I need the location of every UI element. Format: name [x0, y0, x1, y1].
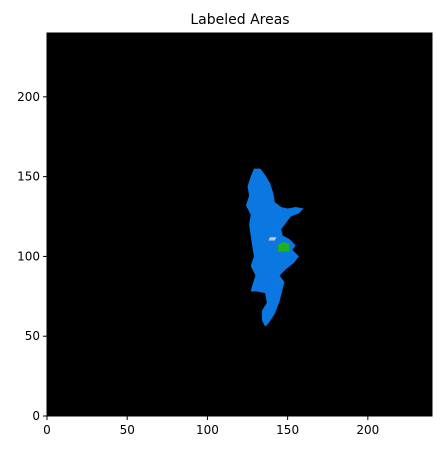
x-tick-label: 50: [120, 423, 135, 437]
x-tick-label: 0: [43, 423, 51, 437]
y-tick-label: 200: [17, 90, 40, 104]
y-tick-label: 100: [17, 249, 40, 263]
plot-area: [47, 33, 432, 416]
heatmap-background: [47, 33, 432, 416]
plot-frame: [46, 32, 433, 417]
labeled-region-2: [278, 242, 290, 252]
labeled-region-1: [245, 168, 304, 327]
y-tick-label: 50: [25, 329, 40, 343]
y-tick-label: 0: [32, 409, 40, 423]
chart-title: Labeled Areas: [190, 12, 289, 28]
x-tick-label: 150: [276, 423, 299, 437]
x-tick-label: 200: [356, 423, 379, 437]
axes: 0 50 100 150 200 0 50 100 150 200: [17, 32, 433, 437]
x-tick-label: 100: [196, 423, 219, 437]
labeled-region-3: [268, 237, 277, 241]
y-tick-label: 150: [17, 170, 40, 184]
